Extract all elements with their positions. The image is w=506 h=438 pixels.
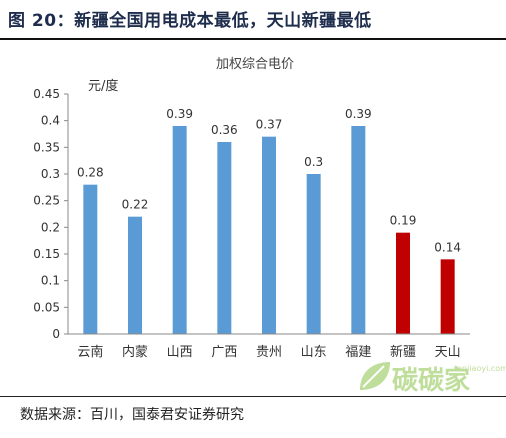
leaf-icon [360, 362, 390, 390]
source-note: 数据来源：百川，国泰君安证券研究 [20, 407, 244, 423]
x-tick-label: 山东 [301, 345, 327, 360]
bars [83, 126, 455, 334]
data-label: 0.37 [256, 118, 283, 132]
y-tick-label: 0.05 [33, 300, 60, 314]
x-tick-label: 天山 [435, 345, 461, 360]
y-axis-label: 元/度 [88, 78, 118, 94]
y-tick-label: 0.25 [33, 194, 60, 208]
y-tick-label: 0 [52, 327, 60, 341]
bar-9 [440, 259, 455, 334]
x-tick-label: 山西 [167, 345, 193, 360]
y-tick-label: 0.45 [33, 87, 60, 101]
watermark-text: 碳碳家 [392, 366, 471, 396]
y-tick-label: 0.2 [41, 220, 60, 234]
data-labels: 0.28 0.22 0.39 0.36 0.37 0.3 0.39 0.19 0.14 [77, 107, 461, 254]
y-tick-label: 0.3 [41, 167, 60, 181]
footer-divider [0, 396, 506, 397]
y-axis: 0 0.05 0.1 0.15 0.2 0.25 0.3 0.35 0.4 0.45 [33, 87, 69, 341]
data-label: 0.39 [166, 107, 193, 121]
data-label: 0.22 [122, 198, 149, 212]
data-label: 0.19 [390, 214, 417, 228]
data-label: 0.39 [345, 107, 372, 121]
bar-1 [83, 184, 98, 334]
bar-4 [217, 142, 232, 334]
data-label: 0.36 [211, 123, 238, 137]
bar-2 [128, 216, 142, 334]
x-axis: 云南 内蒙 山西 广西 贵州 山东 福建 新疆 天山 [68, 333, 470, 360]
x-tick-label: 云南 [77, 344, 103, 360]
chart-title: 加权综合电价 [216, 56, 294, 72]
bar-5 [262, 136, 276, 334]
bar-chart: 加权综合电价 元/度 0 0.05 0.1 0.15 0.2 0.25 0.3 0.35 0.4… [33, 56, 470, 360]
x-tick-label: 内蒙 [122, 344, 148, 360]
y-tick-label: 0.4 [41, 114, 60, 128]
data-label: 0.3 [304, 155, 323, 169]
bar-3 [172, 126, 187, 334]
data-label: 0.28 [77, 166, 104, 180]
data-label: 0.14 [434, 240, 461, 254]
bar-7 [351, 126, 366, 334]
y-tick-label: 0.15 [33, 247, 60, 261]
figure-title: 图 20：新疆全国用电成本最低，天山新疆最低 [8, 11, 372, 31]
watermark-logo: 碳碳家 tanjiaoyi.com [354, 356, 506, 416]
x-tick-label: 广西 [211, 345, 237, 360]
bar-8 [396, 232, 410, 334]
y-tick-label: 0.1 [41, 274, 60, 288]
title-divider [0, 38, 506, 40]
y-tick-label: 0.35 [33, 140, 60, 154]
x-tick-label: 贵州 [256, 345, 282, 360]
x-tick-label: 新疆 [390, 344, 416, 360]
bar-6 [306, 174, 321, 334]
watermark-subtext: tanjiaoyi.com [454, 364, 506, 373]
x-tick-label: 福建 [345, 345, 371, 360]
